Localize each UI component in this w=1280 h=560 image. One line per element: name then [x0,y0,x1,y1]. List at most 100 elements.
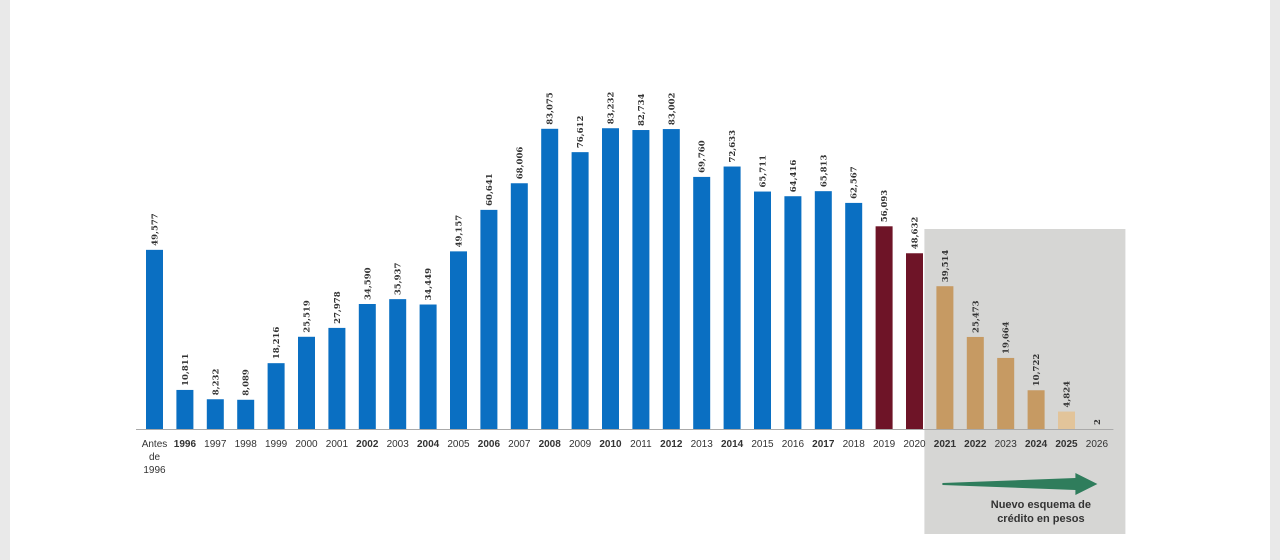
bar-chart: 49,577 10,811 8,232 8,089 18,216 25,519 27,978… [136,92,1126,534]
x-tick-label: 2023 [995,439,1018,450]
x-tick-label: 2022 [964,439,987,450]
value-label: 65,813 [819,155,829,188]
bar-2021 [936,286,954,429]
chart-card: 49,577 10,811 8,232 8,089 18,216 25,519 27,978… [10,0,1270,560]
value-label: 34,590 [363,267,373,300]
x-tick-label: 2010 [599,439,622,450]
bar-1999 [267,363,285,429]
annotation-line-2: crédito en pesos [997,513,1084,525]
value-label: 2 [1093,419,1103,425]
bar-2003 [389,299,407,429]
bar-antes-de-1996 [146,249,163,429]
value-label: 83,002 [667,92,677,125]
x-tick-label: 1997 [204,439,227,450]
x-tick-label: 2012 [660,439,683,450]
value-label: 83,232 [607,92,617,125]
bar-2025 [1058,411,1075,429]
value-label: 10,722 [1032,354,1042,387]
value-label: 35,937 [394,263,404,296]
x-tick-label: 2014 [721,439,744,450]
value-label: 76,612 [576,116,586,149]
bar-2016 [784,196,802,429]
bar-2006 [480,209,498,429]
x-tick-label: 2024 [1025,439,1048,450]
bar-2012 [662,129,680,429]
value-label: 39,514 [941,250,951,283]
bar-2011 [632,130,650,429]
bar-2000 [298,336,315,429]
value-label: 34,449 [424,268,434,301]
bar-2008 [541,128,559,429]
bar-2010 [602,128,619,430]
bar-2009 [571,152,589,429]
bar-2018 [845,202,863,429]
value-label: 27,978 [333,291,343,324]
value-label: 82,734 [637,93,647,126]
x-tick-labels-group: Antes de 1996 1996 1997 1998 1999 2000 2001 2002 2… [142,439,1109,476]
value-label: 48,632 [911,217,921,250]
x-tick-label: 2018 [843,439,866,450]
x-tick-label: 1999 [265,439,288,450]
bar-2022 [966,336,984,429]
bar-2014 [723,166,741,429]
x-tick-label: 2005 [447,439,470,450]
bar-1996 [176,389,194,429]
value-label: 25,519 [303,300,313,333]
bar-2002 [358,304,376,429]
x-tick-label: 2000 [295,439,318,450]
value-label: 10,811 [181,353,191,386]
bars-group [146,128,1106,430]
value-label: 49,157 [455,215,465,248]
x-tick-label: 1998 [235,439,258,450]
value-label: 64,416 [789,160,799,193]
bar-2005 [450,251,467,429]
x-tick-label: 2001 [326,439,349,450]
x-tick-label: 2025 [1055,439,1078,450]
x-tick-label: 2006 [478,439,501,450]
right-arrow-icon [942,473,1098,495]
value-label: 18,216 [272,327,282,360]
value-label: 60,641 [485,173,495,206]
x-tick-label: 2020 [903,439,926,450]
value-label: 4,824 [1063,381,1073,408]
x-tick-label: 2015 [751,439,774,450]
value-label: 83,075 [546,92,556,125]
bar-2019 [875,226,893,429]
value-label: 56,093 [880,190,890,223]
x-tick-label: Antes de 1996 [142,439,168,476]
value-label: 25,473 [971,300,981,333]
value-label: 65,711 [759,155,769,188]
x-tick-label: 2003 [387,439,410,450]
x-tick-label: 2011 [630,439,652,450]
bar-2007 [510,183,528,429]
x-tick-label: 2026 [1086,439,1109,450]
bar-1998 [237,399,255,429]
value-label: 69,760 [698,140,708,173]
bar-1997 [206,399,224,429]
x-tick-label: 2021 [934,439,957,450]
x-tick-label: 2016 [782,439,805,450]
value-label: 49,577 [151,213,161,246]
x-tick-label: 2002 [356,439,379,450]
bar-2017 [814,191,832,429]
value-label: 62,567 [850,166,860,199]
x-tick-label: 2009 [569,439,592,450]
x-tick-label: 2004 [417,439,440,450]
value-label: 8,232 [211,369,221,396]
annotation-group: Nuevo esquema de crédito en pesos [942,473,1098,525]
bar-2024 [1027,390,1045,429]
x-tick-label: 1996 [174,439,197,450]
value-label: 19,664 [1002,321,1012,354]
bar-2013 [693,176,711,429]
value-labels-group: 49,577 10,811 8,232 8,089 18,216 25,519 27,978… [151,92,1103,425]
x-tick-label: 2019 [873,439,896,450]
x-tick-label: 2017 [812,439,835,450]
x-tick-label: 2007 [508,439,531,450]
bar-2023 [997,357,1015,429]
bar-2004 [419,304,437,429]
annotation-line-1: Nuevo esquema de [991,499,1091,511]
value-label: 8,089 [242,369,252,396]
new-credit-scheme-panel [924,229,1126,534]
bar-2001 [328,327,346,429]
bar-2015 [754,191,771,429]
